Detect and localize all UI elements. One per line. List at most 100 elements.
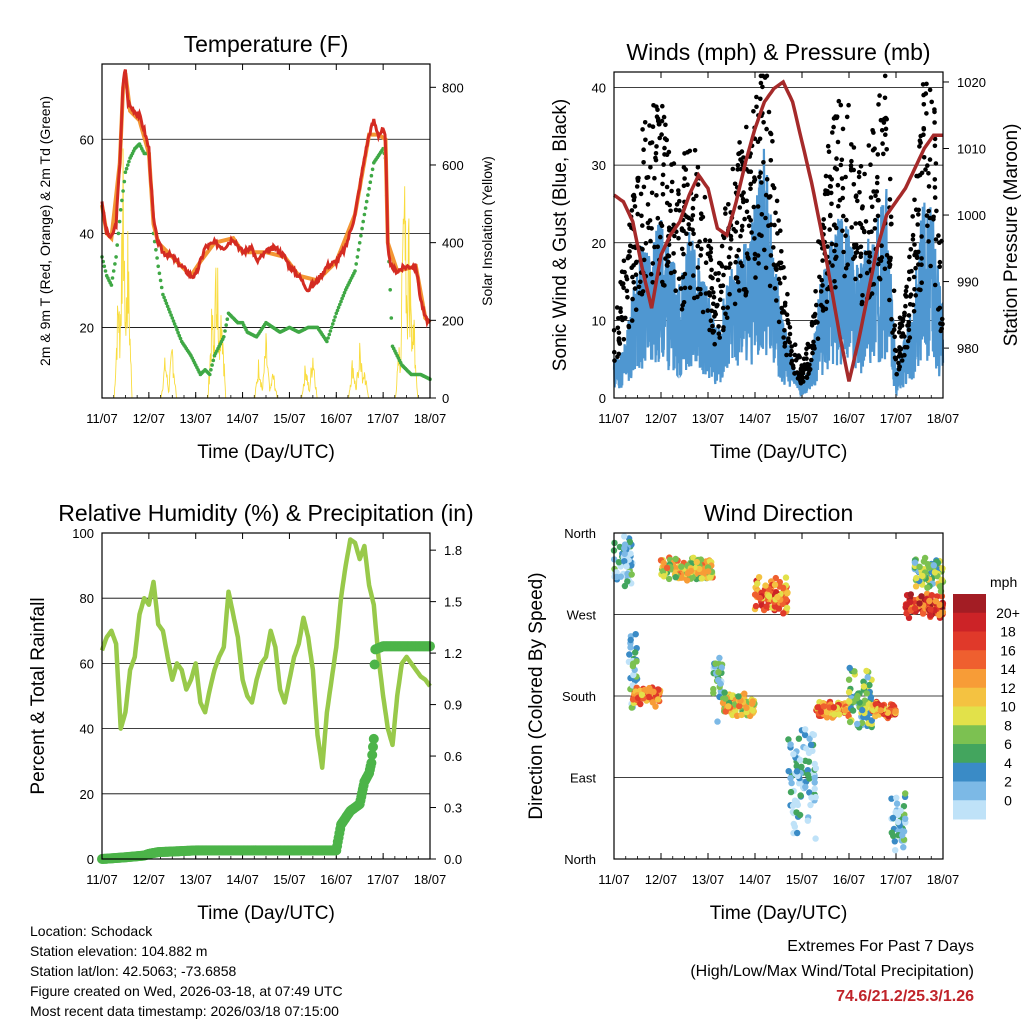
direction-point — [845, 676, 853, 683]
gust-point — [734, 220, 740, 225]
gust-point — [938, 321, 943, 326]
gust-point — [764, 73, 770, 79]
gust-point — [771, 262, 777, 268]
direction-point — [629, 696, 637, 703]
gust-point — [759, 233, 764, 238]
gust-point — [758, 80, 764, 86]
gust-point — [906, 276, 912, 282]
direction-point — [851, 668, 858, 675]
gust-point — [705, 308, 711, 313]
dewpoint-point — [338, 302, 342, 307]
direction-point — [867, 693, 875, 701]
gust-point — [710, 323, 715, 329]
gust-point — [739, 193, 745, 198]
gust-point — [919, 280, 924, 286]
gust-point — [925, 223, 930, 229]
gust-point — [680, 274, 686, 280]
gust-point — [740, 196, 746, 202]
winds-panel: Winds (mph) & Pressure (mb) Time (Day/UTC… — [550, 39, 1022, 463]
gust-point — [622, 269, 627, 275]
gust-point — [889, 221, 894, 227]
gust-point — [896, 360, 901, 366]
gust-point — [830, 263, 835, 268]
direction-point — [784, 590, 791, 597]
gust-point — [616, 330, 622, 336]
gust-point — [695, 265, 701, 270]
gust-point — [640, 223, 645, 228]
gust-point — [788, 352, 793, 358]
gust-point — [871, 189, 876, 194]
direction-point — [787, 741, 794, 748]
direction-point — [805, 758, 813, 765]
gust-point — [736, 247, 741, 253]
gust-point — [880, 141, 885, 146]
humidity-y2tick-label: 1.8 — [444, 543, 462, 558]
gust-point — [744, 209, 750, 215]
gust-point — [817, 274, 822, 280]
gust-point — [792, 342, 798, 348]
direction-point — [630, 671, 637, 679]
gust-point — [691, 231, 696, 237]
gust-point — [879, 255, 885, 260]
gust-point — [849, 158, 854, 164]
rainfall-point — [366, 757, 377, 768]
dewpoint-point — [364, 199, 369, 204]
direction-point — [796, 811, 804, 819]
winds-y2tick-label: 1000 — [957, 208, 986, 223]
humidity-ytick-label: 40 — [80, 722, 94, 737]
gust-point — [726, 265, 732, 270]
winds-y2tick-label: 980 — [957, 341, 979, 356]
direction-point — [890, 832, 897, 839]
gust-point — [869, 204, 875, 210]
direction-point — [806, 735, 813, 742]
gust-point — [654, 114, 660, 119]
gust-point — [840, 185, 846, 191]
gust-point — [849, 142, 854, 147]
legend-swatch — [953, 687, 986, 707]
gust-point — [820, 283, 825, 288]
gust-point — [875, 197, 881, 203]
dewpoint-point — [360, 226, 364, 231]
dewpoint-point — [366, 193, 370, 197]
gust-point — [615, 325, 621, 331]
direction-point — [794, 801, 802, 809]
gust-point — [910, 214, 915, 219]
winds-xtick-label: 11/07 — [598, 411, 630, 426]
direction-point — [911, 605, 919, 612]
direction-point — [712, 660, 719, 667]
humidity-xtick-label: 13/07 — [179, 872, 212, 887]
direction-point — [854, 720, 861, 728]
gust-point — [921, 155, 927, 160]
gust-point — [913, 265, 918, 271]
gust-point — [813, 289, 818, 294]
temperature-xtick-label: 12/07 — [133, 411, 166, 426]
rainfall-point — [368, 733, 379, 744]
gust-point — [830, 130, 835, 135]
gust-point — [767, 283, 773, 289]
gust-point — [789, 344, 794, 349]
gust-point — [776, 276, 782, 282]
gust-point — [760, 84, 765, 90]
gust-point — [723, 211, 728, 216]
dewpoint-point — [164, 301, 169, 306]
gust-point — [883, 126, 889, 132]
direction-point — [893, 800, 901, 807]
gust-point — [684, 214, 689, 219]
gust-point — [784, 352, 789, 358]
gust-point — [840, 195, 845, 201]
gust-point — [910, 232, 916, 238]
dewpoint-point — [367, 186, 371, 191]
gust-point — [660, 181, 665, 187]
direction-point — [912, 583, 920, 590]
dewpoint-point — [225, 317, 230, 322]
gust-point — [835, 139, 841, 145]
gust-point — [691, 273, 696, 278]
gust-point — [615, 354, 620, 360]
gust-point — [871, 130, 876, 135]
gust-point — [770, 139, 775, 144]
gust-point — [872, 217, 878, 223]
gust-point — [893, 356, 899, 362]
gust-point — [751, 109, 756, 114]
gust-point — [737, 140, 742, 145]
dewpoint-point — [224, 323, 228, 327]
